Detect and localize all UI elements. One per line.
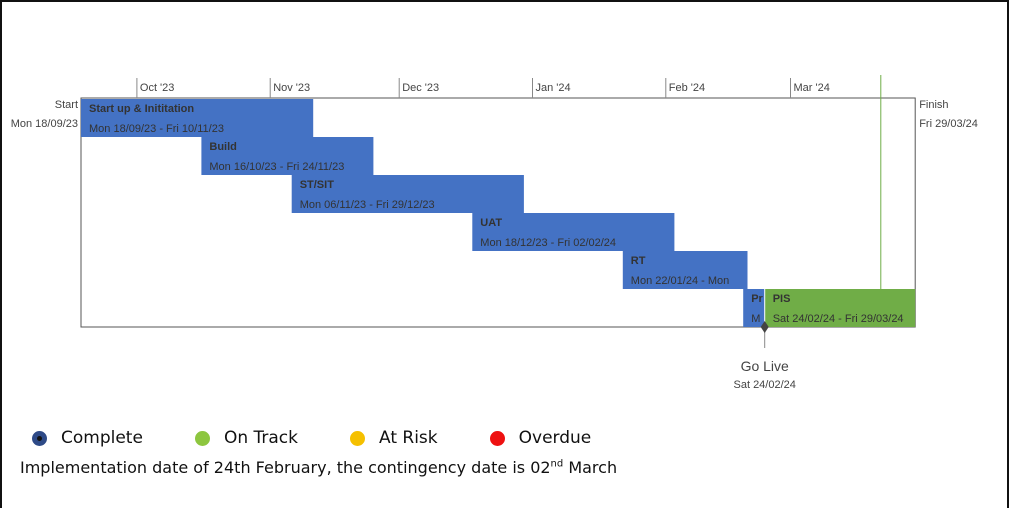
timeline-chart: Oct '23 Nov '23 Dec '23 Jan '24 Feb '24 Mar '…	[11, 75, 978, 391]
at-risk-dot-icon	[349, 430, 365, 446]
task-name: Build	[209, 141, 237, 153]
overdue-dot-icon	[489, 430, 505, 446]
task-bar	[81, 99, 314, 137]
milestone-name: Go Live	[741, 358, 789, 374]
finish-date-label: Fri 29/03/24	[919, 118, 978, 130]
month-label: Oct '23	[140, 82, 175, 94]
legend-label-complete: Complete	[61, 428, 143, 448]
task-dates: Sat 24/02/24 - Fri 29/03/24	[773, 313, 904, 325]
status-legend: Complete On Track At Risk Overdue	[32, 427, 643, 449]
task-name: Pr	[751, 293, 763, 305]
task-bar	[201, 137, 374, 175]
timeline-box	[80, 97, 916, 328]
note-text-end: March	[563, 458, 618, 477]
task-dates: Mon 18/09/23 - Fri 10/11/23	[89, 123, 224, 135]
task-name: PIS	[773, 293, 791, 305]
legend-item-overdue: Overdue	[489, 428, 592, 448]
task-bar	[764, 289, 916, 327]
start-label: Start	[55, 99, 78, 111]
month-label: Jan '24	[536, 82, 571, 94]
task-dates: Mon 22/01/24 - Mon	[631, 275, 729, 287]
task-dates: Mon 06/11/23 - Fri 29/12/23	[300, 199, 435, 211]
implementation-note: Implementation date of 24th February, th…	[20, 458, 617, 477]
legend-item-at-risk: At Risk	[349, 428, 438, 448]
note-superscript: nd	[550, 458, 564, 470]
legend-item-on-track: On Track	[194, 428, 298, 448]
legend-label-on-track: On Track	[223, 428, 298, 448]
task-dates: Mon 18/12/23 - Fri 02/02/24	[480, 237, 616, 249]
note-text: Implementation date of 24th February, th…	[20, 458, 551, 477]
milestone-diamond-icon	[760, 321, 769, 333]
legend-label-overdue: Overdue	[518, 428, 592, 448]
legend-item-complete: Complete	[32, 428, 143, 448]
task-bar	[622, 251, 748, 289]
month-label: Dec '23	[402, 82, 439, 94]
task-name: UAT	[480, 217, 502, 229]
task-bar	[291, 175, 524, 213]
month-label: Nov '23	[273, 82, 310, 94]
complete-dot-icon	[32, 430, 47, 446]
on-track-dot-icon	[194, 430, 210, 446]
start-date-label: Mon 18/09/23	[11, 118, 78, 130]
task-name: Start up & Inititation	[89, 103, 194, 115]
finish-label: Finish	[919, 99, 948, 111]
task-dates: Mon 16/10/23 - Fri 24/11/23	[209, 161, 344, 173]
task-name: ST/SIT	[300, 179, 335, 191]
legend-label-at-risk: At Risk	[378, 428, 438, 448]
month-label: Mar '24	[794, 82, 830, 94]
task-dates: M	[751, 313, 760, 325]
milestone-date: Sat 24/02/24	[734, 379, 796, 391]
month-label: Feb '24	[669, 82, 705, 94]
task-bar	[743, 289, 765, 327]
task-name: RT	[631, 255, 646, 267]
task-bar	[472, 213, 675, 251]
